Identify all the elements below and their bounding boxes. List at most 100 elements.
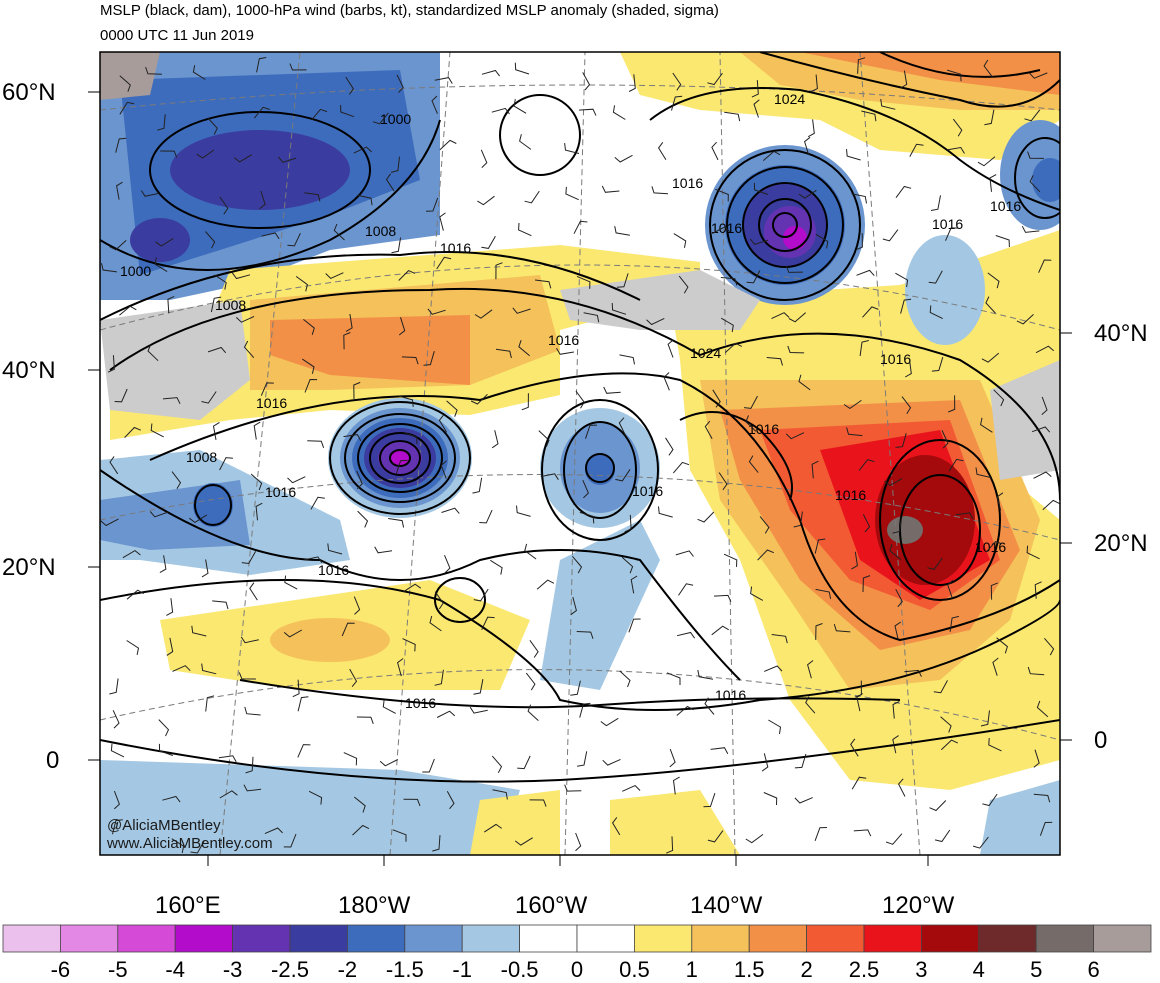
wind-barb (678, 583, 694, 596)
wind-barb (192, 65, 206, 80)
wind-barb (119, 305, 137, 316)
wind-barb (707, 72, 723, 86)
wind-barb (439, 212, 446, 231)
wind-barb (490, 559, 503, 575)
wind-barb (940, 716, 952, 733)
wind-barb (427, 308, 446, 315)
wind-barb (512, 307, 531, 314)
colorbar-swatch (1093, 924, 1152, 953)
wind-barb (576, 275, 591, 289)
wind-barb (618, 417, 626, 436)
wind-barb (793, 511, 803, 528)
wind-barb (297, 744, 311, 758)
wind-barb (519, 134, 532, 150)
wind-barb (481, 616, 495, 631)
wind-barb (423, 351, 435, 366)
wind-barb (614, 154, 633, 163)
wind-barb (707, 830, 724, 843)
wind-barb (295, 275, 308, 292)
wind-barb (815, 588, 832, 599)
wind-barb (710, 747, 729, 755)
colorbar-label: 2 (800, 957, 813, 982)
wind-barb (158, 719, 170, 737)
wind-barb (388, 518, 405, 528)
wind-barb (856, 269, 875, 277)
wind-barb (882, 229, 899, 242)
wind-barb (214, 274, 227, 290)
wind-barb (646, 317, 665, 326)
wind-barb (473, 679, 484, 695)
wind-barb (436, 710, 456, 718)
wind-barb (751, 80, 759, 98)
wind-barb (289, 63, 307, 71)
wind-barb (846, 427, 863, 437)
wind-barb (628, 74, 636, 92)
wind-barb (666, 672, 681, 685)
wind-barb (155, 238, 174, 247)
wind-barb (243, 340, 255, 359)
wind-barb (1034, 581, 1042, 599)
isobar-label: 1008 (365, 223, 396, 239)
isobar-label: 1016 (265, 484, 296, 500)
wind-barb (340, 104, 355, 118)
wind-barb (398, 270, 416, 281)
wind-barb (431, 95, 438, 114)
wind-barb (212, 421, 220, 440)
colorbar-label: 5 (1030, 957, 1043, 982)
wind-barb (996, 492, 1004, 511)
wind-barb (167, 295, 175, 314)
wind-barb (446, 400, 458, 417)
wind-barb (171, 471, 182, 489)
wind-barb (514, 837, 533, 846)
wind-barb (764, 665, 783, 672)
wind-barb (495, 262, 503, 280)
isobar-label: 1024 (774, 91, 805, 107)
wind-barb (140, 190, 159, 197)
wind-barb (904, 359, 912, 378)
lon-label: 120°W (882, 892, 955, 919)
wind-barb (749, 238, 769, 245)
wind-barb (205, 695, 215, 712)
wind-barb (904, 669, 922, 677)
wind-barb (787, 345, 805, 354)
wind-barb (723, 553, 738, 567)
wind-barb (1033, 749, 1040, 768)
wind-barb (768, 719, 782, 735)
wind-barb (287, 232, 301, 247)
axis-ticks (88, 91, 1072, 866)
colorbar-swatch (978, 924, 1037, 953)
wind-barb (1033, 793, 1051, 803)
wind-barb (112, 710, 120, 729)
colorbar-swatch (576, 924, 635, 953)
colorbar-swatch (748, 924, 808, 953)
wind-barb (851, 551, 858, 570)
wind-barb (616, 273, 629, 288)
wind-barb (287, 476, 306, 484)
wind-barb (748, 455, 759, 473)
graticule (100, 52, 1060, 855)
wind-barb (955, 512, 974, 520)
wind-barb (798, 374, 811, 391)
wind-barb (718, 472, 728, 491)
wind-barb (524, 543, 537, 560)
wind-barb (630, 575, 638, 594)
wind-barb (1027, 151, 1045, 159)
wind-barb (931, 356, 944, 372)
wind-barb (333, 223, 345, 241)
wind-barb (771, 312, 790, 320)
wind-barb (292, 679, 300, 698)
wind-barb (395, 459, 408, 475)
wind-barb (145, 66, 162, 75)
wind-barb (126, 640, 140, 656)
wind-barb (107, 355, 115, 373)
wind-barb (985, 296, 996, 314)
wind-barb (149, 511, 169, 518)
wind-barbs (100, 57, 1060, 854)
wind-barb (901, 396, 912, 414)
wind-barb (253, 106, 270, 119)
wind-barb (556, 348, 574, 355)
colorbar-label: 6 (1087, 957, 1100, 982)
wind-barb (529, 640, 539, 658)
wind-barb (804, 136, 811, 156)
isobar-label: 1016 (318, 562, 349, 578)
